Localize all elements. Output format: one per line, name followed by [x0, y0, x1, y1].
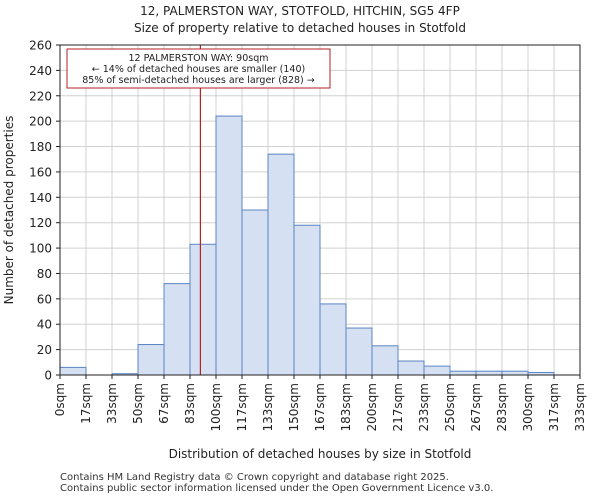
- x-tick-label: 183sqm: [339, 383, 353, 431]
- y-tick-label: 200: [29, 115, 52, 129]
- y-tick-label: 100: [29, 242, 52, 256]
- x-tick-label: 167sqm: [313, 383, 327, 431]
- x-tick-label: 300sqm: [521, 383, 535, 431]
- chart-title: 12, PALMERSTON WAY, STOTFOLD, HITCHIN, S…: [140, 4, 460, 18]
- y-tick-label: 160: [29, 165, 52, 179]
- histogram-bar: [215, 115, 243, 376]
- y-tick-label: 0: [44, 369, 52, 383]
- x-tick-label: 250sqm: [443, 383, 457, 431]
- x-tick-label: 283sqm: [495, 383, 509, 431]
- histogram-bar: [319, 303, 347, 376]
- y-tick-label: 80: [37, 267, 52, 281]
- annotation-line-2: ← 14% of detached houses are smaller (14…: [92, 64, 305, 75]
- histogram-bar: [449, 370, 477, 376]
- x-tick-label: 67sqm: [157, 383, 171, 424]
- x-axis-label: Distribution of detached houses by size …: [169, 447, 472, 461]
- histogram-bar: [475, 370, 503, 376]
- y-tick-label: 40: [37, 318, 52, 332]
- y-tick-label: 120: [29, 216, 52, 230]
- y-tick-label: 20: [37, 343, 52, 357]
- x-tick-label: 50sqm: [131, 383, 145, 424]
- x-tick-label: 317sqm: [547, 383, 561, 431]
- y-axis-label: Number of detached properties: [2, 116, 16, 305]
- x-tick-label: 150sqm: [287, 383, 301, 431]
- annotation-line-1: 12 PALMERSTON WAY: 90sqm: [129, 53, 269, 64]
- histogram-bar: [137, 344, 165, 376]
- y-tick-label: 220: [29, 89, 52, 103]
- histogram-bar: [423, 365, 451, 376]
- y-tick-label: 240: [29, 64, 52, 78]
- x-tick-label: 267sqm: [469, 383, 483, 431]
- histogram-bar: [241, 209, 269, 376]
- histogram-bar: [189, 243, 217, 376]
- y-axis-ticks: 0 20 40 60 80 100 120 140 160 180 200 220 240 260: [29, 39, 60, 383]
- x-tick-label: 133sqm: [261, 383, 275, 431]
- annotation-rect: [66, 48, 331, 89]
- x-tick-label: 33sqm: [105, 383, 119, 424]
- x-tick-label: 217sqm: [391, 383, 405, 431]
- annotation-line-3: 85% of semi-detached houses are larger (…: [82, 75, 315, 86]
- footer-line-1: Contains HM Land Registry data © Crown c…: [60, 472, 449, 483]
- x-tick-label: 117sqm: [235, 383, 249, 431]
- footer-line-2: Contains public sector information licen…: [60, 483, 494, 494]
- x-tick-label: 17sqm: [79, 383, 93, 424]
- histogram-bar: [163, 283, 191, 376]
- bars: [59, 115, 555, 376]
- x-tick-label: 233sqm: [417, 383, 431, 431]
- x-axis-ticks: 0sqm 17sqm 33sqm 50sqm 67sqm 83sqm 100sqm 117sq…: [53, 375, 587, 431]
- chart-subtitle: Size of property relative to detached ho…: [134, 21, 466, 35]
- histogram-bar: [345, 327, 373, 376]
- y-tick-label: 180: [29, 140, 52, 154]
- y-tick-label: 140: [29, 191, 52, 205]
- histogram-bar: [59, 366, 87, 376]
- y-tick-label: 260: [29, 39, 52, 53]
- x-tick-label: 200sqm: [365, 383, 379, 431]
- histogram-bar: [293, 224, 321, 376]
- x-tick-label: 333sqm: [573, 383, 587, 431]
- y-tick-label: 60: [37, 292, 52, 306]
- annotation-box: 12 PALMERSTON WAY: 90sqm ← 14% of detach…: [66, 48, 331, 89]
- footer: Contains HM Land Registry data © Crown c…: [60, 472, 493, 494]
- x-tick-label: 0sqm: [53, 383, 67, 416]
- histogram-bar: [371, 345, 399, 376]
- x-tick-label: 83sqm: [183, 383, 197, 424]
- histogram-bar: [397, 360, 425, 376]
- histogram-bar: [501, 370, 529, 376]
- histogram-bar: [267, 153, 295, 376]
- x-tick-label: 100sqm: [209, 383, 223, 431]
